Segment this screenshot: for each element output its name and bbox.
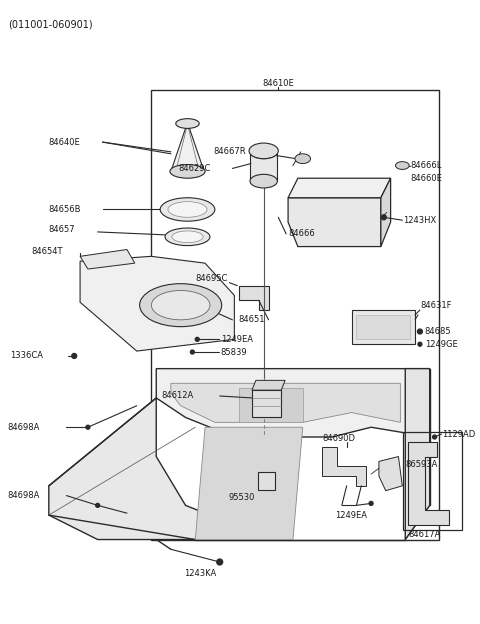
Text: 84651: 84651 [238,315,265,324]
Polygon shape [381,178,391,246]
Polygon shape [322,447,366,486]
Polygon shape [156,369,430,437]
Text: 1129AD: 1129AD [443,429,476,439]
Text: 84631F: 84631F [420,301,451,310]
Ellipse shape [168,202,207,217]
Text: 84698A: 84698A [8,422,40,432]
Polygon shape [80,250,135,269]
Ellipse shape [396,162,409,170]
Circle shape [369,502,373,505]
Text: 84610E: 84610E [263,79,294,88]
Text: 84666: 84666 [288,230,315,238]
Text: 86593A: 86593A [405,460,438,469]
Text: 1243KA: 1243KA [184,569,216,578]
Text: 84656B: 84656B [49,205,81,214]
Polygon shape [49,398,234,540]
Text: 95530: 95530 [229,493,255,502]
Ellipse shape [165,228,210,246]
Text: 84667R: 84667R [213,147,245,157]
Ellipse shape [249,143,278,158]
Text: 84617A: 84617A [408,530,441,539]
Ellipse shape [250,145,277,158]
Circle shape [72,354,77,358]
Ellipse shape [170,165,205,178]
Polygon shape [239,286,268,310]
Text: 84698A: 84698A [8,491,40,500]
Circle shape [432,435,436,439]
Text: 1249EA: 1249EA [221,335,252,344]
Polygon shape [80,256,234,351]
Polygon shape [288,178,391,198]
Circle shape [191,350,194,354]
Circle shape [195,338,199,341]
Text: 1336CA: 1336CA [10,351,43,361]
Polygon shape [171,122,204,175]
Polygon shape [357,315,410,339]
Polygon shape [379,457,402,490]
Bar [250,152,277,181]
Bar [151,90,440,540]
Polygon shape [288,198,381,246]
Text: 84612A: 84612A [161,391,193,401]
Circle shape [86,426,90,429]
Ellipse shape [250,174,277,188]
Text: 1249EA: 1249EA [336,510,368,520]
Polygon shape [405,369,430,540]
Circle shape [217,559,223,565]
Polygon shape [408,442,449,525]
Polygon shape [195,427,303,540]
Ellipse shape [295,154,311,163]
Text: 84640E: 84640E [49,137,81,147]
Ellipse shape [172,231,203,243]
Ellipse shape [151,291,210,320]
Circle shape [381,215,386,220]
Ellipse shape [176,119,199,129]
Text: 84695C: 84695C [195,275,228,283]
Text: 84660E: 84660E [410,173,442,183]
Ellipse shape [160,198,215,221]
Text: 84690D: 84690D [322,434,355,444]
Polygon shape [171,383,400,422]
Text: 1249GE: 1249GE [425,339,457,349]
Ellipse shape [140,284,222,326]
Polygon shape [252,381,285,390]
Text: 85839: 85839 [221,348,247,356]
Circle shape [96,504,100,507]
Bar [403,432,462,530]
Text: 1243HX: 1243HX [403,216,437,225]
Bar [258,472,276,490]
Text: 84654T: 84654T [31,247,63,256]
Text: 84666L: 84666L [410,161,442,170]
Polygon shape [351,310,415,344]
Text: 84629C: 84629C [179,164,211,173]
Circle shape [418,329,422,334]
Circle shape [418,343,422,346]
Text: (011001-060901): (011001-060901) [8,20,93,30]
Bar [239,388,303,422]
Text: 84685: 84685 [425,327,451,336]
Text: 84657: 84657 [49,225,75,235]
Bar [252,390,281,417]
